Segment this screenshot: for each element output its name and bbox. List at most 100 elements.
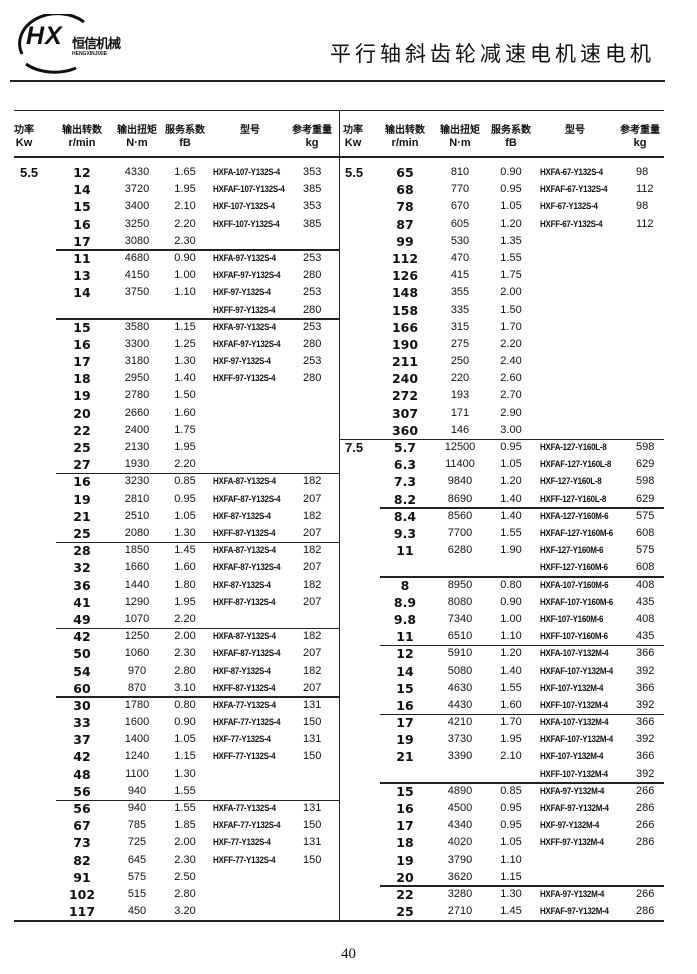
service-factor-value: 1.95 — [174, 595, 196, 608]
service-factor-value: 2.60 — [500, 372, 522, 385]
weight-value: 353 — [303, 200, 322, 213]
service-factor-value: 2.10 — [174, 200, 196, 213]
weight-value: 366 — [636, 647, 655, 660]
model-value: HXFA-87-Y132S-4 — [213, 545, 276, 557]
speed-value: 16 — [73, 336, 91, 352]
power-value: 5.5 — [345, 165, 364, 180]
model-value: HXFAF-87-Y132S-4 — [213, 493, 281, 505]
service-factor-value: 1.40 — [500, 664, 522, 677]
speed-value: 25 — [73, 440, 91, 456]
service-factor-value: 0.80 — [500, 578, 522, 591]
torque-value: 7700 — [447, 526, 473, 539]
service-factor-value: 1.95 — [174, 183, 196, 196]
group-divider — [380, 885, 664, 887]
service-factor-value: 2.20 — [174, 612, 196, 625]
speed-value: 36 — [73, 577, 91, 593]
service-factor-value — [492, 559, 530, 576]
right-header-model: 型号 — [553, 124, 597, 137]
header-label: 服务系数 — [491, 125, 531, 136]
service-factor-value: 1.05 — [500, 836, 522, 849]
torque-value: 4680 — [124, 251, 150, 264]
torque-value: 8080 — [447, 595, 473, 608]
weight-value — [636, 387, 660, 404]
torque-value: 1240 — [124, 750, 150, 763]
model-value: HXF-87-Y132S-4 — [213, 579, 271, 591]
model-value: HXFAF-107-Y132S-4 — [213, 184, 285, 196]
weight-value: 280 — [303, 337, 322, 350]
torque-value: 3730 — [447, 733, 473, 746]
torque-value: 870 — [127, 681, 147, 694]
model-value: HXF-107-Y132M-4 — [540, 751, 604, 763]
service-factor-value: 1.10 — [500, 853, 522, 866]
weight-value: 131 — [303, 802, 322, 815]
model-value: HXFA-97-Y132M-4 — [540, 785, 605, 797]
header-unit: fB — [505, 137, 517, 149]
service-factor-value: 1.60 — [500, 698, 522, 711]
model-value: HXFF-107-Y160M-6 — [540, 631, 608, 643]
service-factor-value: 1.95 — [500, 733, 522, 746]
service-factor-value: 1.35 — [500, 234, 522, 247]
model-value: HXFF-77-Y132S-4 — [213, 751, 276, 763]
torque-value: 7340 — [447, 612, 473, 625]
model-value: HXF-77-Y132S-4 — [213, 734, 271, 746]
model-value: HXF-77-Y132S-4 — [213, 837, 271, 849]
speed-value: 78 — [396, 199, 414, 215]
weight-value: 131 — [303, 836, 322, 849]
group-divider — [56, 472, 339, 475]
service-factor-value: 1.50 — [174, 389, 196, 402]
torque-value: 3280 — [447, 887, 473, 900]
right-header-service-factor: 服务系数 fB — [489, 124, 533, 150]
model-value: HXFA-67-Y132S-4 — [540, 167, 603, 178]
weight-value: 366 — [636, 681, 655, 694]
weight-value: 182 — [303, 578, 322, 591]
model-value: HXFF-107-Y132M-4 — [540, 699, 608, 711]
torque-value: 146 — [450, 423, 470, 436]
service-factor-value: 1.45 — [500, 905, 522, 918]
speed-value: 65 — [396, 165, 414, 180]
service-factor-value: 2.80 — [174, 887, 196, 900]
logo-pinyin: HENGXINJIXIE — [72, 51, 108, 57]
group-divider — [380, 782, 664, 784]
speed-value: 17 — [396, 715, 414, 731]
torque-value: 2400 — [124, 423, 150, 436]
weight-value: 366 — [636, 716, 655, 729]
header-label: 型号 — [565, 125, 585, 136]
model-value: HXFA-127-Y160M-6 — [540, 510, 609, 522]
weight-value — [303, 387, 327, 404]
speed-value: 15 — [73, 319, 91, 335]
weight-value: 150 — [303, 853, 322, 866]
weight-value — [303, 611, 327, 628]
speed-value: 67 — [73, 818, 91, 834]
right-header-power: 功率 Kw — [341, 124, 365, 150]
weight-value: 575 — [636, 544, 655, 557]
model-value: HXF-87-Y132S-4 — [213, 665, 271, 677]
header-label: 功率 — [14, 125, 34, 136]
speed-value: 11 — [396, 629, 414, 645]
weight-value — [636, 233, 660, 250]
torque-value: 1930 — [124, 458, 150, 471]
torque-value: 5910 — [447, 647, 473, 660]
service-factor-value: 1.30 — [174, 526, 196, 539]
speed-value: 25 — [73, 525, 91, 541]
speed-value: 6.3 — [393, 457, 417, 473]
power-value: 7.5 — [345, 440, 364, 456]
torque-value: 4150 — [124, 269, 150, 282]
header-unit: kg — [633, 137, 647, 149]
speed-value: 27 — [73, 457, 91, 473]
speed-value: 82 — [73, 852, 91, 868]
speed-value: 14 — [73, 182, 91, 198]
logo-swoosh-icon — [18, 12, 85, 74]
speed-value: 16 — [73, 474, 91, 490]
weight-value: 435 — [636, 595, 655, 608]
weight-value: 266 — [636, 887, 655, 900]
page-number: 40 — [341, 946, 356, 962]
torque-value: 785 — [127, 819, 147, 832]
header-label: 参考重量 — [620, 125, 660, 136]
speed-value: 11 — [396, 543, 414, 559]
service-factor-value: 1.00 — [500, 612, 522, 625]
service-factor-value: 1.85 — [174, 819, 196, 832]
weight-value: 286 — [636, 802, 655, 815]
left-header-torque: 输出扭矩 N·m — [113, 124, 161, 150]
speed-value: 16 — [396, 697, 414, 713]
torque-value: 1290 — [124, 595, 150, 608]
